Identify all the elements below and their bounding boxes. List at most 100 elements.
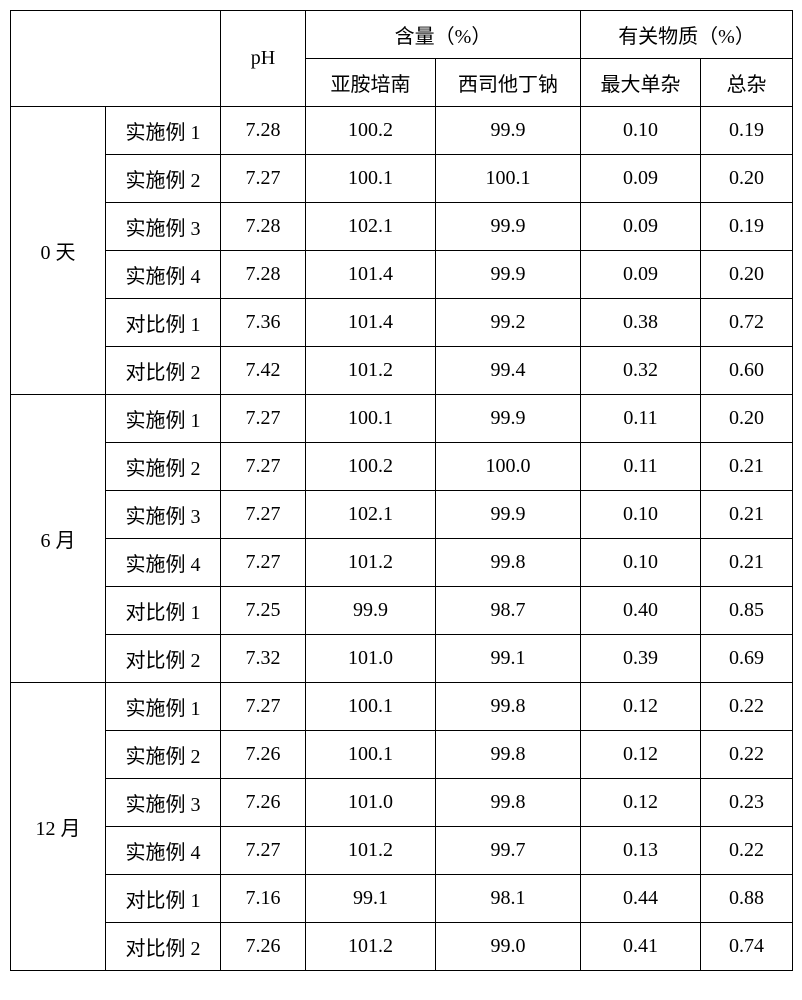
cell-related1: 0.09 — [581, 251, 701, 299]
table-row: 实施例 27.27100.1100.10.090.20 — [11, 155, 793, 203]
cell-ph: 7.27 — [221, 443, 306, 491]
cell-content2: 99.0 — [436, 923, 581, 971]
header-content-group: 含量（%） — [306, 11, 581, 59]
cell-related1: 0.32 — [581, 347, 701, 395]
cell-content2: 99.1 — [436, 635, 581, 683]
cell-ph: 7.16 — [221, 875, 306, 923]
cell-content1: 101.0 — [306, 779, 436, 827]
cell-ph: 7.25 — [221, 587, 306, 635]
table-row: 实施例 27.26100.199.80.120.22 — [11, 731, 793, 779]
cell-sample: 实施例 4 — [106, 251, 221, 299]
cell-ph: 7.27 — [221, 683, 306, 731]
cell-content2: 99.9 — [436, 251, 581, 299]
table-row: 对比例 27.42101.299.40.320.60 — [11, 347, 793, 395]
cell-ph: 7.28 — [221, 203, 306, 251]
table-row: 实施例 27.27100.2100.00.110.21 — [11, 443, 793, 491]
cell-related2: 0.20 — [701, 251, 793, 299]
cell-content1: 99.1 — [306, 875, 436, 923]
cell-content2: 99.8 — [436, 683, 581, 731]
cell-content1: 100.1 — [306, 395, 436, 443]
cell-content2: 99.4 — [436, 347, 581, 395]
cell-related1: 0.41 — [581, 923, 701, 971]
cell-related1: 0.11 — [581, 395, 701, 443]
header-related-group: 有关物质（%） — [581, 11, 793, 59]
header-content-sub1: 亚胺培南 — [306, 59, 436, 107]
cell-content2: 99.9 — [436, 203, 581, 251]
cell-content2: 99.7 — [436, 827, 581, 875]
cell-ph: 7.32 — [221, 635, 306, 683]
cell-content2: 98.7 — [436, 587, 581, 635]
cell-related1: 0.12 — [581, 779, 701, 827]
cell-ph: 7.26 — [221, 731, 306, 779]
header-blank — [11, 11, 221, 107]
table-row: 对比例 17.36101.499.20.380.72 — [11, 299, 793, 347]
cell-sample: 实施例 3 — [106, 491, 221, 539]
table-row: 实施例 37.26101.099.80.120.23 — [11, 779, 793, 827]
cell-content2: 99.9 — [436, 395, 581, 443]
cell-content1: 101.4 — [306, 299, 436, 347]
cell-ph: 7.27 — [221, 827, 306, 875]
cell-related2: 0.85 — [701, 587, 793, 635]
cell-related2: 0.20 — [701, 395, 793, 443]
cell-sample: 对比例 2 — [106, 635, 221, 683]
cell-related2: 0.69 — [701, 635, 793, 683]
cell-related2: 0.23 — [701, 779, 793, 827]
header-content-sub2: 西司他丁钠 — [436, 59, 581, 107]
cell-content1: 101.0 — [306, 635, 436, 683]
cell-sample: 对比例 1 — [106, 587, 221, 635]
cell-ph: 7.28 — [221, 107, 306, 155]
cell-related1: 0.10 — [581, 491, 701, 539]
cell-period: 12 月 — [11, 683, 106, 971]
table-row: 对比例 17.2599.998.70.400.85 — [11, 587, 793, 635]
cell-related2: 0.21 — [701, 443, 793, 491]
cell-ph: 7.27 — [221, 395, 306, 443]
cell-related2: 0.19 — [701, 107, 793, 155]
cell-period: 0 天 — [11, 107, 106, 395]
cell-content1: 101.2 — [306, 347, 436, 395]
table-row: 6 月实施例 17.27100.199.90.110.20 — [11, 395, 793, 443]
cell-content2: 99.8 — [436, 731, 581, 779]
stability-data-table: pH 含量（%） 有关物质（%） 亚胺培南 西司他丁钠 最大单杂 总杂 0 天实… — [10, 10, 793, 971]
cell-sample: 实施例 4 — [106, 539, 221, 587]
header-ph: pH — [221, 11, 306, 107]
cell-related2: 0.74 — [701, 923, 793, 971]
cell-content1: 102.1 — [306, 491, 436, 539]
table-row: 对比例 27.32101.099.10.390.69 — [11, 635, 793, 683]
cell-related2: 0.19 — [701, 203, 793, 251]
cell-content1: 101.2 — [306, 539, 436, 587]
cell-content1: 100.2 — [306, 107, 436, 155]
cell-ph: 7.42 — [221, 347, 306, 395]
cell-period: 6 月 — [11, 395, 106, 683]
cell-related2: 0.88 — [701, 875, 793, 923]
table-row: 实施例 47.27101.299.70.130.22 — [11, 827, 793, 875]
cell-sample: 实施例 1 — [106, 107, 221, 155]
cell-related1: 0.10 — [581, 539, 701, 587]
table-row: 实施例 37.28102.199.90.090.19 — [11, 203, 793, 251]
cell-related1: 0.09 — [581, 203, 701, 251]
cell-content2: 99.2 — [436, 299, 581, 347]
table-row: 实施例 37.27102.199.90.100.21 — [11, 491, 793, 539]
cell-sample: 对比例 1 — [106, 875, 221, 923]
cell-ph: 7.27 — [221, 491, 306, 539]
cell-sample: 实施例 2 — [106, 155, 221, 203]
cell-content2: 100.1 — [436, 155, 581, 203]
cell-content1: 101.2 — [306, 923, 436, 971]
cell-ph: 7.26 — [221, 779, 306, 827]
cell-related2: 0.22 — [701, 731, 793, 779]
cell-content2: 100.0 — [436, 443, 581, 491]
cell-content1: 102.1 — [306, 203, 436, 251]
cell-content2: 99.9 — [436, 491, 581, 539]
cell-related1: 0.39 — [581, 635, 701, 683]
cell-related2: 0.22 — [701, 827, 793, 875]
table-row: 实施例 47.28101.499.90.090.20 — [11, 251, 793, 299]
cell-related1: 0.10 — [581, 107, 701, 155]
table-row: 对比例 17.1699.198.10.440.88 — [11, 875, 793, 923]
cell-sample: 对比例 1 — [106, 299, 221, 347]
cell-related1: 0.11 — [581, 443, 701, 491]
cell-sample: 实施例 3 — [106, 203, 221, 251]
cell-sample: 实施例 1 — [106, 395, 221, 443]
cell-sample: 对比例 2 — [106, 347, 221, 395]
cell-related1: 0.09 — [581, 155, 701, 203]
cell-content1: 100.1 — [306, 731, 436, 779]
cell-sample: 实施例 1 — [106, 683, 221, 731]
